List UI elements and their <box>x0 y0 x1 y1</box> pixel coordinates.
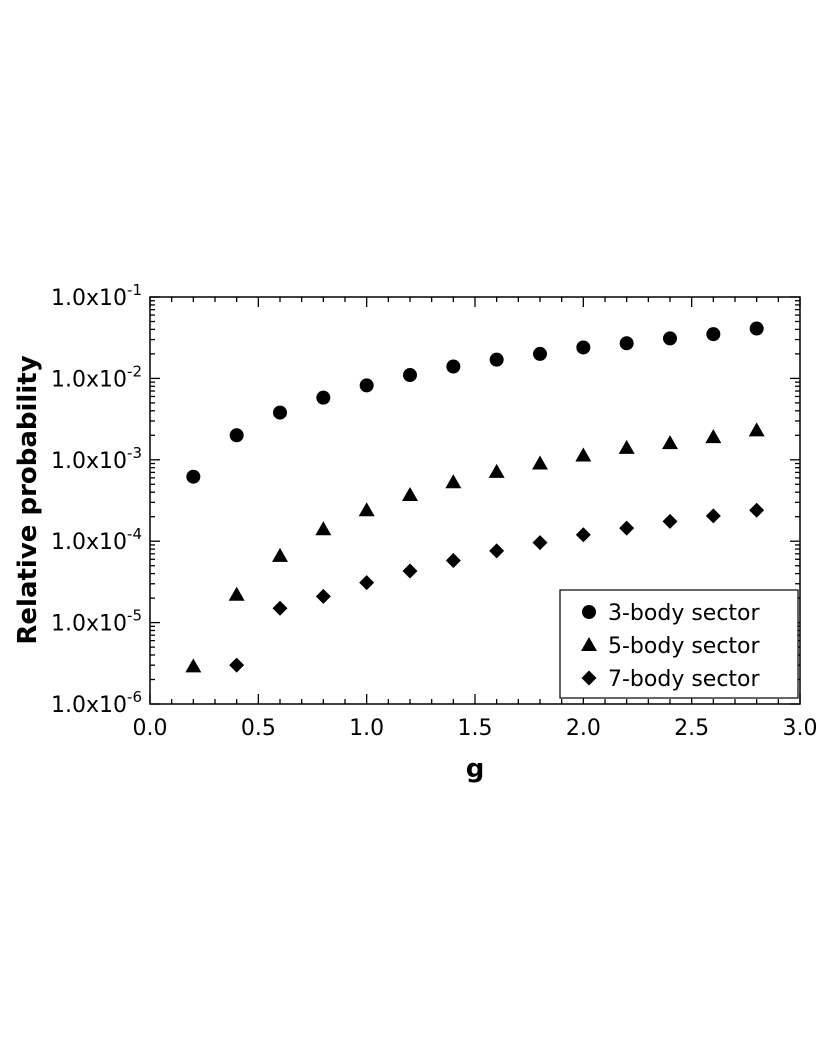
diamond-data-point <box>533 535 548 550</box>
y-tick-label: 1.0x10-5 <box>51 607 142 637</box>
legend-label: 3-body sector <box>608 601 761 626</box>
triangle-data-point <box>489 464 505 478</box>
x-tick-label: 1.0 <box>349 716 384 741</box>
y-tick-label: 1.0x10-2 <box>51 362 142 392</box>
x-tick-label: 1.5 <box>458 716 493 741</box>
diamond-data-point <box>316 589 331 604</box>
diamond-data-point <box>576 527 591 542</box>
diamond-data-point <box>706 508 721 523</box>
circle-data-point <box>750 322 764 336</box>
x-tick-label: 3.0 <box>783 716 817 741</box>
x-tick-label: 2.0 <box>566 716 601 741</box>
diamond-data-point <box>489 543 504 558</box>
triangle-data-point <box>445 474 461 488</box>
diamond-data-point <box>359 575 374 590</box>
circle-data-point <box>273 406 287 420</box>
triangle-data-point <box>662 435 678 449</box>
diamond-data-point <box>619 521 634 536</box>
diamond-data-point <box>749 503 764 518</box>
x-tick-label: 0.0 <box>133 716 168 741</box>
circle-data-point <box>663 331 677 345</box>
y-axis-title: Relative probability <box>13 355 43 644</box>
y-tick-label: 1.0x10-1 <box>51 281 142 311</box>
triangle-data-point <box>575 447 591 461</box>
legend-label: 5-body sector <box>608 634 761 659</box>
legend: 3-body sector 5-body sector 7-body sector <box>560 590 798 698</box>
triangle-data-point <box>705 429 721 443</box>
circle-data-point <box>360 378 374 392</box>
diamond-data-point <box>446 553 461 568</box>
diamond-data-point <box>663 514 678 529</box>
x-tick-label: 2.5 <box>674 716 709 741</box>
legend-label: 7-body sector <box>608 667 761 692</box>
diamond-data-point <box>273 601 288 616</box>
triangle-data-point <box>229 587 245 601</box>
triangle-data-point <box>359 502 375 516</box>
x-axis-title: g <box>466 754 485 784</box>
x-tick-label: 0.5 <box>241 716 276 741</box>
circle-data-point <box>620 336 634 350</box>
circle-data-point <box>533 347 547 361</box>
triangle-data-point <box>749 422 765 436</box>
circle-data-point <box>706 327 720 341</box>
triangle-data-point <box>532 456 548 470</box>
y-tick-label: 1.0x10-4 <box>51 525 142 555</box>
circle-data-point <box>230 428 244 442</box>
triangle-data-point <box>185 658 201 672</box>
x-tick-labels: 0.0 0.5 1.0 1.5 2.0 2.5 3.0 <box>133 716 817 741</box>
diamond-data-point <box>403 564 418 579</box>
circle-data-point <box>403 368 417 382</box>
legend-circle-icon <box>582 605 596 619</box>
circle-data-point <box>446 360 460 374</box>
diamond-data-point <box>229 658 244 673</box>
triangle-data-point <box>619 440 635 454</box>
circle-data-point <box>490 353 504 367</box>
circle-data-point <box>186 470 200 484</box>
triangle-data-point <box>315 521 331 535</box>
y-tick-label: 1.0x10-6 <box>51 688 142 718</box>
y-tick-label: 1.0x10-3 <box>51 444 142 474</box>
y-tick-labels: 1.0x10-1 1.0x10-2 1.0x10-3 1.0x10-4 1.0x10-5… <box>51 281 142 718</box>
circle-data-point <box>576 340 590 354</box>
circle-data-point <box>316 391 330 405</box>
triangle-data-point <box>272 548 288 562</box>
triangle-data-point <box>402 487 418 501</box>
